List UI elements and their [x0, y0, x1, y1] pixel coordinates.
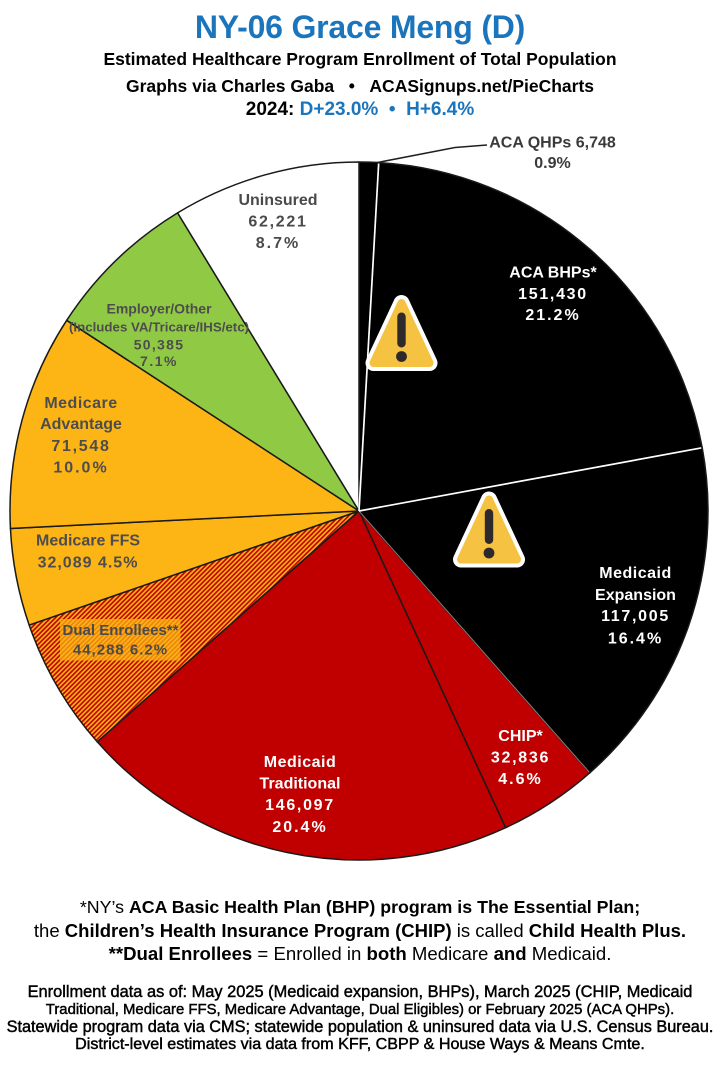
svg-text:146,097: 146,097 [265, 797, 335, 814]
svg-text:10.0%: 10.0% [53, 459, 108, 476]
svg-text:50,385: 50,385 [134, 336, 185, 352]
svg-text:Medicaid: Medicaid [264, 754, 336, 771]
svg-text:Expansion: Expansion [595, 587, 676, 604]
svg-text:Uninsured: Uninsured [238, 192, 317, 209]
svg-text:0.9%: 0.9% [534, 155, 570, 172]
svg-text:Medicaid: Medicaid [599, 565, 671, 582]
svg-text:4.6%: 4.6% [498, 771, 542, 788]
svg-text:ACA BHPs*: ACA BHPs* [509, 265, 597, 282]
svg-text:Medicare: Medicare [44, 395, 117, 412]
svg-text:71,548: 71,548 [51, 438, 110, 455]
svg-text:62,221: 62,221 [248, 214, 307, 231]
svg-text:32,836: 32,836 [491, 749, 550, 766]
svg-text:Dual Enrollees**: Dual Enrollees** [63, 622, 179, 639]
svg-text:8.7%: 8.7% [256, 235, 300, 252]
svg-text:Traditional: Traditional [260, 775, 341, 792]
svg-text:117,005: 117,005 [601, 608, 670, 625]
svg-text:7.1%: 7.1% [140, 353, 178, 369]
svg-text:44,288 6.2%: 44,288 6.2% [73, 641, 168, 658]
svg-text:CHIP*: CHIP* [498, 728, 543, 745]
svg-text:(Includes VA/Tricare/IHS/etc): (Includes VA/Tricare/IHS/etc) [69, 320, 249, 335]
svg-text:Employer/Other: Employer/Other [106, 301, 212, 317]
svg-text:21.2%: 21.2% [525, 307, 580, 324]
svg-text:16.4%: 16.4% [608, 630, 663, 647]
svg-text:32,089 4.5%: 32,089 4.5% [38, 555, 139, 572]
svg-text:Advantage: Advantage [40, 416, 122, 433]
svg-text:151,430: 151,430 [518, 286, 588, 303]
svg-text:ACA QHPs 6,748: ACA QHPs 6,748 [489, 134, 616, 151]
svg-text:Medicare FFS: Medicare FFS [36, 533, 140, 550]
svg-text:20.4%: 20.4% [272, 819, 327, 836]
